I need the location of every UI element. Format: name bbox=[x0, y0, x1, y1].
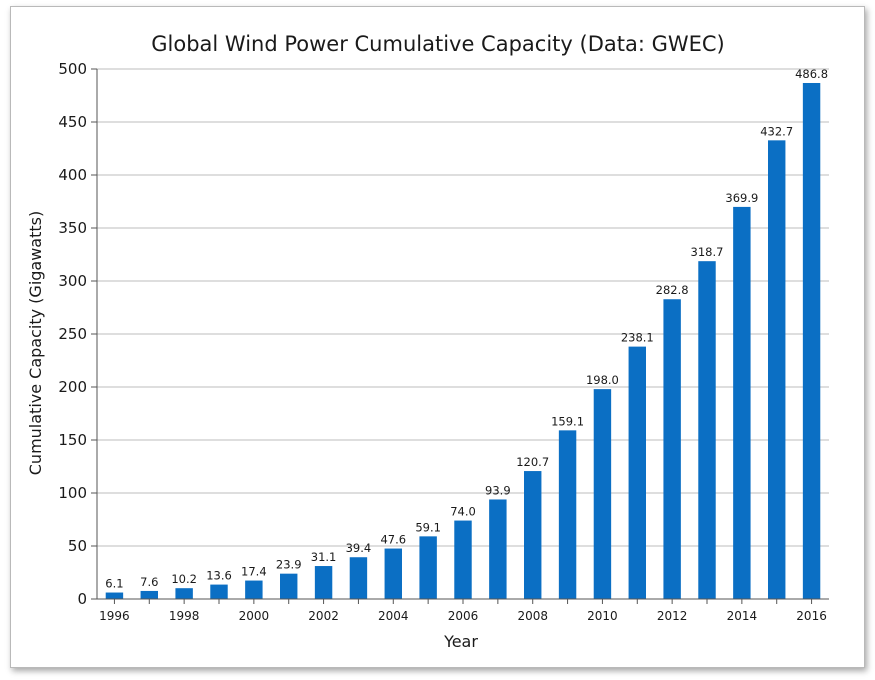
data-labels: 6.1 7.6 10.2 13.6 17.4 23.9 31.1 39.4 47.6 59.1 74… bbox=[105, 67, 828, 591]
data-label: 198.0 bbox=[586, 373, 619, 387]
y-tick-label: 0 bbox=[77, 590, 87, 608]
bar-2015 bbox=[768, 140, 786, 599]
x-tick-label: 1996 bbox=[99, 609, 130, 623]
data-label: 159.1 bbox=[551, 414, 584, 428]
y-tick-label: 250 bbox=[58, 325, 87, 343]
x-tick-label: 2010 bbox=[587, 609, 618, 623]
bar-2016 bbox=[802, 82, 821, 599]
x-tick-label: 2004 bbox=[378, 609, 409, 623]
x-tick-label: 2006 bbox=[448, 609, 479, 623]
y-tick-label: 100 bbox=[58, 484, 87, 502]
data-label: 10.2 bbox=[171, 572, 197, 586]
bar-1997 bbox=[140, 590, 158, 599]
y-tick-label: 500 bbox=[58, 60, 87, 78]
data-label: 74.0 bbox=[450, 505, 476, 519]
data-label: 432.7 bbox=[760, 124, 793, 138]
data-label: 17.4 bbox=[241, 565, 267, 579]
data-label: 47.6 bbox=[380, 533, 406, 547]
x-axis-label: Year bbox=[443, 632, 478, 651]
x-tick-label: 2016 bbox=[796, 609, 827, 623]
data-label: 318.7 bbox=[691, 245, 724, 259]
x-tick-label: 2012 bbox=[657, 609, 688, 623]
y-tick-label: 200 bbox=[58, 378, 87, 396]
bar-2010 bbox=[593, 389, 612, 599]
y-tick-label: 300 bbox=[58, 272, 87, 290]
data-label: 31.1 bbox=[311, 550, 337, 564]
bar-1999 bbox=[210, 584, 228, 599]
bar-1996 bbox=[105, 592, 124, 599]
bar-2004 bbox=[384, 548, 402, 599]
data-label: 23.9 bbox=[276, 558, 302, 572]
data-label: 93.9 bbox=[485, 483, 511, 497]
data-label: 486.8 bbox=[795, 67, 828, 81]
bar-2003 bbox=[349, 557, 368, 599]
data-label: 120.7 bbox=[516, 455, 549, 469]
bar-2008 bbox=[524, 471, 542, 599]
chart-frame: Global Wind Power Cumulative Capacity (D… bbox=[10, 6, 865, 668]
bar-2014 bbox=[733, 206, 751, 599]
y-tick-label: 350 bbox=[58, 219, 87, 237]
chart-title: Global Wind Power Cumulative Capacity (D… bbox=[151, 32, 725, 56]
bar-2007 bbox=[489, 499, 507, 599]
x-tick-label: 2014 bbox=[727, 609, 758, 623]
data-label: 238.1 bbox=[621, 331, 654, 345]
y-axis-ticks: 0 50 100 150 200 250 300 350 400 450 500 bbox=[58, 60, 97, 608]
y-tick-label: 150 bbox=[58, 431, 87, 449]
data-label: 59.1 bbox=[415, 520, 441, 534]
bar-2012 bbox=[663, 299, 681, 599]
data-label: 6.1 bbox=[105, 577, 123, 591]
y-tick-label: 50 bbox=[68, 537, 87, 555]
bars bbox=[105, 82, 821, 599]
data-label: 39.4 bbox=[346, 541, 372, 555]
data-label: 13.6 bbox=[206, 569, 232, 583]
bar-2011 bbox=[628, 346, 646, 599]
data-label: 282.8 bbox=[656, 283, 689, 297]
bar-chart: Global Wind Power Cumulative Capacity (D… bbox=[26, 32, 829, 651]
gridlines bbox=[97, 68, 829, 600]
bar-2002 bbox=[314, 566, 333, 599]
bar-2006 bbox=[454, 520, 472, 599]
x-tick-label: 2000 bbox=[239, 609, 270, 623]
bar-2013 bbox=[698, 261, 716, 599]
bar-2005 bbox=[419, 536, 437, 599]
bar-2000 bbox=[245, 580, 263, 599]
x-axis-ticks: 1996 1998 2000 2002 2004 2006 2008 2010 2012 2014… bbox=[99, 599, 827, 623]
x-tick-label: 2002 bbox=[308, 609, 339, 623]
x-tick-label: 2008 bbox=[517, 609, 548, 623]
bar-2001 bbox=[280, 573, 298, 599]
bar-1998 bbox=[175, 588, 193, 599]
bar-2009 bbox=[558, 430, 577, 599]
y-tick-label: 450 bbox=[58, 113, 87, 131]
y-tick-label: 400 bbox=[58, 166, 87, 184]
x-tick-label: 1998 bbox=[169, 609, 200, 623]
data-label: 369.9 bbox=[725, 191, 758, 205]
data-label: 7.6 bbox=[140, 575, 158, 589]
y-axis-label: Cumulative Capacity (Gigawatts) bbox=[26, 211, 45, 475]
